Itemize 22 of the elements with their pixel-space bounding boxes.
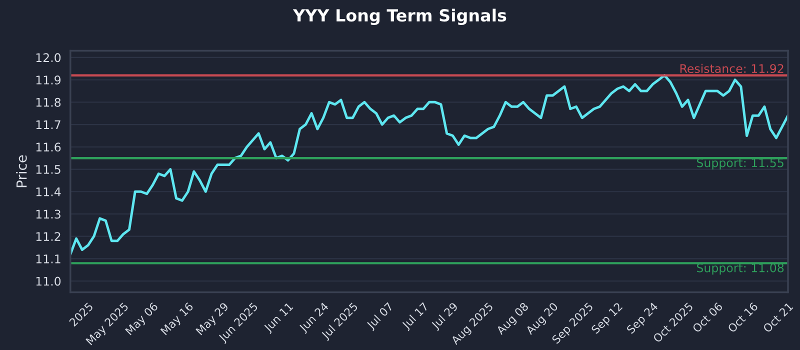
- x-tick-label: Jun 11: [263, 302, 295, 334]
- chart-title: YYY Long Term Signals: [292, 8, 506, 26]
- y-tick-label: 11.9: [36, 76, 61, 84]
- x-tick-label: Oct 16: [727, 302, 758, 333]
- y-tick-label: 11.2: [36, 232, 60, 241]
- x-tick-label: Jul 07: [366, 302, 395, 332]
- x-tick-label: Oct 21: [762, 302, 794, 333]
- x-tick-label: Oct 06: [692, 302, 724, 333]
- x-tick-label: Jul 17: [400, 302, 430, 332]
- line-series: [70, 74, 788, 256]
- y-tick-label: 11.7: [36, 120, 60, 130]
- y-tick-label: 11.1: [36, 254, 60, 264]
- ref-line-label: Resistance: 11.92: [680, 64, 784, 74]
- y-tick-label: 11.4: [36, 188, 61, 196]
- y-axis-title: Price: [16, 155, 27, 188]
- y-tick-label: 11.5: [36, 165, 60, 174]
- y-tick-label: 12.0: [36, 53, 61, 62]
- y-tick-label: 11.0: [36, 276, 61, 286]
- y-tick-label: 11.3: [36, 210, 60, 219]
- y-tick-label: 11.8: [36, 98, 61, 107]
- y-tick-label: 11.6: [36, 142, 61, 152]
- x-tick-label: Jul 29: [430, 302, 460, 332]
